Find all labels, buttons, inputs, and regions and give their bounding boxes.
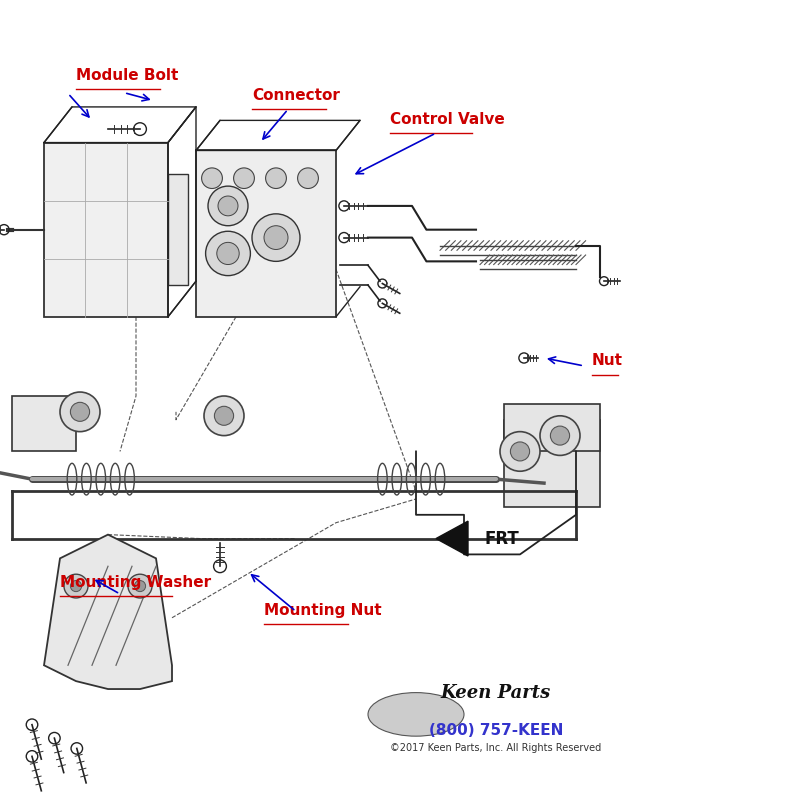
Circle shape <box>206 231 250 276</box>
Circle shape <box>214 406 234 425</box>
Polygon shape <box>436 521 468 556</box>
Circle shape <box>252 214 300 261</box>
Bar <box>44 143 168 317</box>
Polygon shape <box>44 535 172 689</box>
Text: Control Valve: Control Valve <box>390 112 505 127</box>
Circle shape <box>60 392 100 432</box>
Text: Module Bolt: Module Bolt <box>76 68 178 83</box>
Text: Connector: Connector <box>252 88 340 103</box>
Circle shape <box>217 242 239 265</box>
Circle shape <box>550 426 570 445</box>
Bar <box>168 174 188 285</box>
Text: Mounting Washer: Mounting Washer <box>60 575 211 590</box>
Circle shape <box>128 574 152 598</box>
Circle shape <box>64 574 88 598</box>
Bar <box>504 404 600 451</box>
Circle shape <box>500 432 540 471</box>
Circle shape <box>510 442 530 461</box>
Circle shape <box>540 416 580 455</box>
Bar <box>196 150 336 317</box>
Circle shape <box>134 581 146 592</box>
Text: (800) 757-KEEN: (800) 757-KEEN <box>429 723 563 737</box>
Circle shape <box>298 168 318 188</box>
Circle shape <box>204 396 244 436</box>
Circle shape <box>208 186 248 226</box>
Circle shape <box>202 168 222 188</box>
Bar <box>12 396 76 451</box>
Text: ©2017 Keen Parts, Inc. All Rights Reserved: ©2017 Keen Parts, Inc. All Rights Reserv… <box>390 743 602 752</box>
Text: FRT: FRT <box>484 530 518 547</box>
Text: Mounting Nut: Mounting Nut <box>264 603 382 618</box>
Circle shape <box>266 168 286 188</box>
Circle shape <box>234 168 254 188</box>
Text: Keen Parts: Keen Parts <box>441 684 551 702</box>
Text: Nut: Nut <box>592 353 623 368</box>
Circle shape <box>218 196 238 216</box>
Ellipse shape <box>368 692 464 737</box>
Circle shape <box>70 402 90 421</box>
Circle shape <box>264 226 288 249</box>
Bar <box>504 420 600 507</box>
Circle shape <box>70 581 82 592</box>
